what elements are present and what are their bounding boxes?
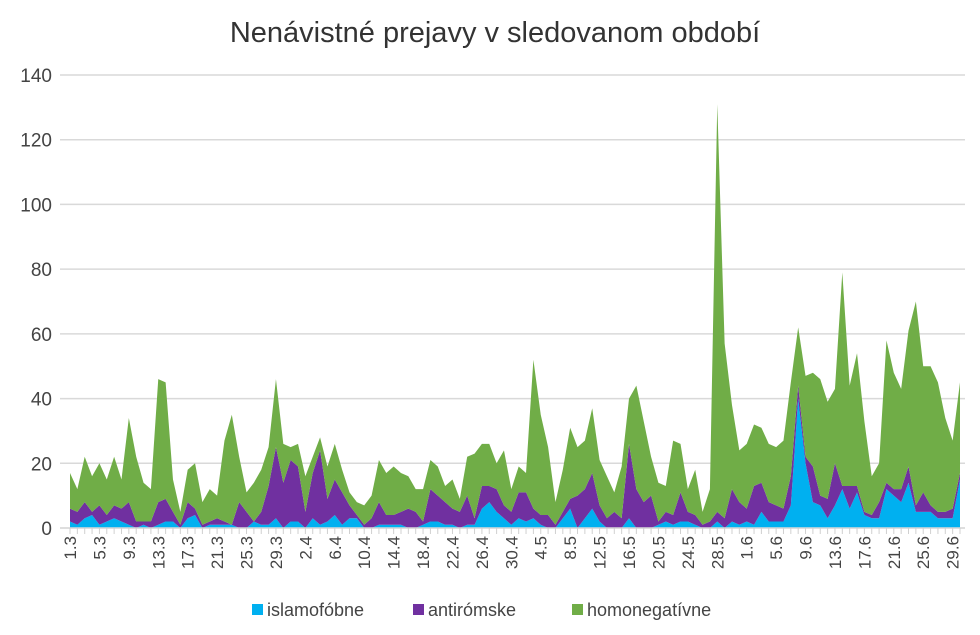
x-tick-label: 1.6 bbox=[738, 536, 757, 560]
x-tick-label: 4.5 bbox=[532, 536, 551, 560]
area-antiromske bbox=[70, 385, 960, 528]
legend: islamofóbne antirómske homonegatívne bbox=[252, 600, 711, 620]
x-tick-label: 26.4 bbox=[473, 536, 492, 569]
y-tick-label: 140 bbox=[20, 66, 52, 87]
x-tick-label: 8.5 bbox=[561, 536, 580, 560]
y-tick-label: 40 bbox=[31, 390, 52, 411]
y-tick-label: 100 bbox=[20, 195, 52, 216]
legend-swatch bbox=[252, 604, 263, 615]
x-axis: 1.3 5.3 9.3 13.3 17.3 21.3 25.3 29.3 2.4 6.4 10.4 1… bbox=[60, 527, 965, 569]
legend-label: homonegatívne bbox=[587, 600, 711, 620]
x-tick-label: 9.3 bbox=[120, 536, 139, 560]
y-tick-label: 80 bbox=[31, 260, 52, 281]
y-tick-label: 120 bbox=[20, 131, 52, 152]
x-tick-label: 30.4 bbox=[502, 536, 521, 569]
x-tick-label: 17.6 bbox=[855, 536, 874, 569]
x-tick-label: 14.4 bbox=[385, 536, 404, 569]
y-tick-label: 60 bbox=[31, 325, 52, 346]
x-tick-label: 29.3 bbox=[267, 536, 286, 569]
x-tick-label: 21.3 bbox=[208, 536, 227, 569]
x-tick-label: 1.3 bbox=[61, 536, 80, 560]
x-tick-label: 24.5 bbox=[679, 536, 698, 569]
x-tick-label: 9.6 bbox=[797, 536, 816, 560]
x-tick-label: 20.5 bbox=[649, 536, 668, 569]
y-tick-label: 20 bbox=[31, 454, 52, 475]
x-tick-label: 13.6 bbox=[826, 536, 845, 569]
legend-label: islamofóbne bbox=[267, 600, 364, 620]
gridlines bbox=[60, 74, 965, 529]
x-tick-label: 25.6 bbox=[914, 536, 933, 569]
x-tick-label: 25.3 bbox=[238, 536, 257, 569]
area-homonegativne bbox=[70, 104, 960, 525]
x-tick-label: 16.5 bbox=[620, 536, 639, 569]
x-tick-label: 10.4 bbox=[355, 536, 374, 569]
x-tick-label: 5.6 bbox=[767, 536, 786, 560]
legend-label: antirómske bbox=[428, 600, 516, 620]
x-tick-label: 22.4 bbox=[443, 536, 462, 569]
x-tick-label: 29.6 bbox=[944, 536, 963, 569]
chart-title: Nenávistné prejavy v sledovanom období bbox=[230, 17, 760, 49]
y-tick-label: 0 bbox=[41, 519, 52, 540]
legend-swatch bbox=[413, 604, 424, 615]
areas bbox=[70, 104, 960, 528]
x-tick-label: 21.6 bbox=[885, 536, 904, 569]
x-tick-label: 5.3 bbox=[90, 536, 109, 560]
y-axis: 0 20 40 60 80 100 120 140 bbox=[20, 66, 52, 540]
x-tick-label: 12.5 bbox=[591, 536, 610, 569]
x-tick-label: 2.4 bbox=[296, 536, 315, 560]
x-tick-label: 17.3 bbox=[179, 536, 198, 569]
x-tick-label: 18.4 bbox=[414, 536, 433, 569]
x-tick-label: 28.5 bbox=[708, 536, 727, 569]
x-tick-label: 6.4 bbox=[326, 536, 345, 560]
x-tick-label: 13.3 bbox=[149, 536, 168, 569]
legend-swatch bbox=[572, 604, 583, 615]
